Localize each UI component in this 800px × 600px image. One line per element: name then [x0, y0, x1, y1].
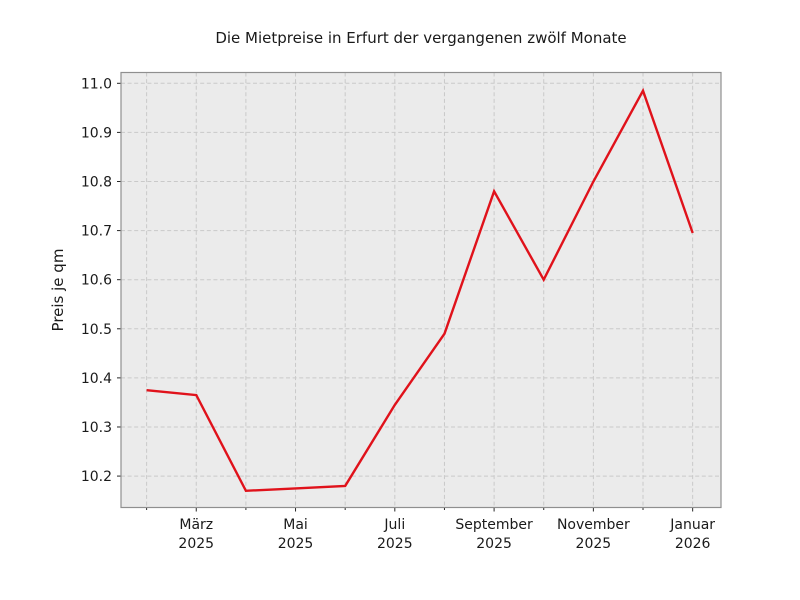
y-tick-label: 10.9	[81, 125, 112, 141]
y-tick-label: 10.7	[81, 224, 112, 240]
x-tick-label-year: 2025	[576, 536, 612, 552]
y-tick-label: 10.5	[81, 322, 112, 338]
y-tick-label: 10.6	[81, 273, 112, 289]
chart-title: Die Mietpreise in Erfurt der vergangenen…	[215, 29, 627, 47]
y-tick-label: 10.2	[81, 469, 112, 485]
x-tick-label-month: Juli	[383, 517, 405, 533]
y-tick-label: 10.8	[81, 174, 112, 190]
price-line	[146, 87, 694, 493]
y-tick-label: 10.3	[81, 420, 112, 436]
x-tick-label-month: September	[455, 517, 533, 533]
x-tick-label-year: 2026	[675, 536, 711, 552]
x-tick-label-year: 2025	[178, 536, 214, 552]
x-tick-label-month: März	[179, 517, 213, 533]
x-tick-label-month: Januar	[669, 517, 715, 533]
plot-frame	[120, 71, 722, 509]
x-tick-label-year: 2025	[377, 536, 413, 552]
x-tick-label-year: 2025	[476, 536, 512, 552]
y-tick-label: 11.0	[81, 76, 112, 92]
x-tick-label-month: Mai	[283, 517, 308, 533]
x-tick-label-month: November	[557, 517, 630, 533]
plot-area	[121, 72, 721, 508]
x-tick-label-year: 2025	[278, 536, 314, 552]
y-tick-label: 10.4	[81, 371, 112, 387]
